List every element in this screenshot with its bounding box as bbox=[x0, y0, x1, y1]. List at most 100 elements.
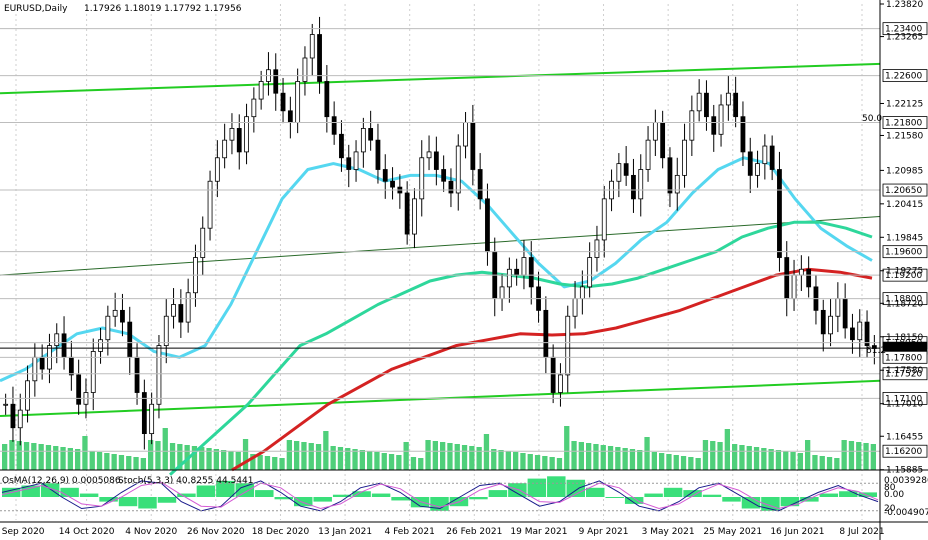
volume-bar bbox=[388, 454, 395, 470]
osma-bar bbox=[332, 494, 352, 497]
candle-body bbox=[17, 409, 23, 429]
volume-bar bbox=[89, 451, 95, 470]
x-tick-label: 8 Jul 2021 bbox=[839, 527, 884, 537]
candle-body bbox=[572, 298, 578, 317]
price-box-label: 1.19600 bbox=[885, 248, 922, 258]
volume-bar bbox=[607, 446, 614, 470]
osma-bar bbox=[274, 497, 293, 500]
candle-body bbox=[784, 257, 790, 300]
x-tick-label: 4 Nov 2020 bbox=[125, 527, 177, 537]
volume-bar bbox=[272, 457, 278, 470]
candle-body bbox=[390, 180, 395, 188]
volume-bar bbox=[447, 443, 453, 470]
volume-bar bbox=[23, 442, 30, 470]
osma-bar bbox=[566, 479, 585, 497]
volume-bar bbox=[805, 440, 811, 470]
candle-body bbox=[798, 268, 804, 276]
volume-bar bbox=[111, 454, 117, 470]
price-box bbox=[882, 268, 928, 282]
candle-body bbox=[579, 286, 585, 300]
volume-bar bbox=[717, 442, 723, 470]
candle-body bbox=[90, 351, 96, 393]
candle-body bbox=[309, 34, 315, 59]
candle-body bbox=[214, 157, 220, 182]
volume-bar bbox=[177, 444, 183, 470]
volume-bar bbox=[556, 458, 563, 470]
osma-bar bbox=[352, 491, 371, 497]
volume-bar bbox=[38, 444, 44, 470]
x-tick-label: 18 Dec 2020 bbox=[252, 527, 310, 537]
candle-body bbox=[360, 128, 366, 153]
volume-bar bbox=[9, 440, 15, 470]
stoch-main-line bbox=[1, 480, 879, 512]
volume-bar bbox=[140, 458, 146, 470]
volume-bar bbox=[856, 442, 862, 470]
volume-bar bbox=[367, 451, 373, 470]
candle-body bbox=[120, 309, 125, 323]
volume-bar bbox=[315, 444, 322, 470]
volume-bar bbox=[31, 443, 37, 470]
osma-bar bbox=[235, 483, 255, 497]
candle-body bbox=[251, 98, 257, 118]
volume-bar bbox=[286, 440, 292, 470]
volume-bar bbox=[688, 457, 694, 470]
candle-body bbox=[368, 128, 374, 141]
candle-body bbox=[419, 157, 425, 200]
x-tick-label: 3 May 2021 bbox=[642, 527, 695, 537]
price-box-label: 1.17100 bbox=[885, 394, 922, 404]
volume-bar bbox=[418, 458, 424, 470]
candle-body bbox=[317, 34, 322, 82]
candle-body bbox=[558, 374, 563, 393]
y-tick-label: 1.23820 bbox=[886, 0, 923, 10]
volume-bar bbox=[257, 455, 263, 470]
volume-bar bbox=[469, 446, 475, 470]
volume-bar bbox=[790, 452, 796, 470]
volume-bar bbox=[629, 449, 636, 470]
volume-bar bbox=[673, 455, 679, 470]
channel-line bbox=[0, 62, 881, 95]
channel-line bbox=[0, 215, 881, 276]
candle-body bbox=[623, 163, 629, 176]
candle-body bbox=[835, 298, 841, 317]
volume-bar bbox=[67, 448, 73, 470]
osma-bar bbox=[430, 497, 449, 511]
volume-bar bbox=[75, 449, 81, 470]
volume-bar bbox=[235, 452, 241, 470]
price-box bbox=[882, 245, 928, 259]
candle-body bbox=[820, 309, 826, 335]
y-tick-label: 1.19275 bbox=[886, 267, 923, 277]
volume-bar bbox=[16, 441, 22, 470]
volume-bar bbox=[155, 441, 161, 470]
candle-body bbox=[441, 169, 447, 182]
candle-body bbox=[68, 356, 74, 376]
osma-bar bbox=[605, 497, 624, 498]
volume-bar bbox=[374, 452, 380, 470]
volume-bar bbox=[527, 454, 533, 470]
volume-bar bbox=[586, 443, 592, 470]
price-box bbox=[882, 22, 928, 36]
volume-bar bbox=[761, 448, 767, 470]
volume-bar bbox=[564, 426, 570, 470]
candle-body bbox=[850, 327, 855, 341]
volume-bar bbox=[476, 447, 482, 470]
osma-bar bbox=[118, 497, 138, 507]
osma-bar bbox=[60, 487, 79, 497]
x-tick-label: 16 Jun 2021 bbox=[770, 527, 824, 537]
osma-bar bbox=[138, 497, 157, 509]
candle-body bbox=[470, 122, 476, 170]
stoch-tick: 20 bbox=[884, 504, 896, 514]
candle-body bbox=[61, 333, 67, 358]
volume-bar bbox=[323, 431, 329, 470]
candle-body bbox=[733, 92, 739, 118]
osma-bar bbox=[216, 480, 235, 497]
candle-body bbox=[382, 169, 388, 182]
volume-bar bbox=[330, 446, 336, 470]
price-box-label: 1.17800 bbox=[885, 353, 922, 363]
volume-bar bbox=[228, 451, 234, 470]
price-box-label: 1.21800 bbox=[885, 119, 922, 129]
osma-bar bbox=[839, 491, 858, 497]
osma-bar bbox=[371, 493, 391, 497]
osma-bar bbox=[79, 493, 99, 497]
